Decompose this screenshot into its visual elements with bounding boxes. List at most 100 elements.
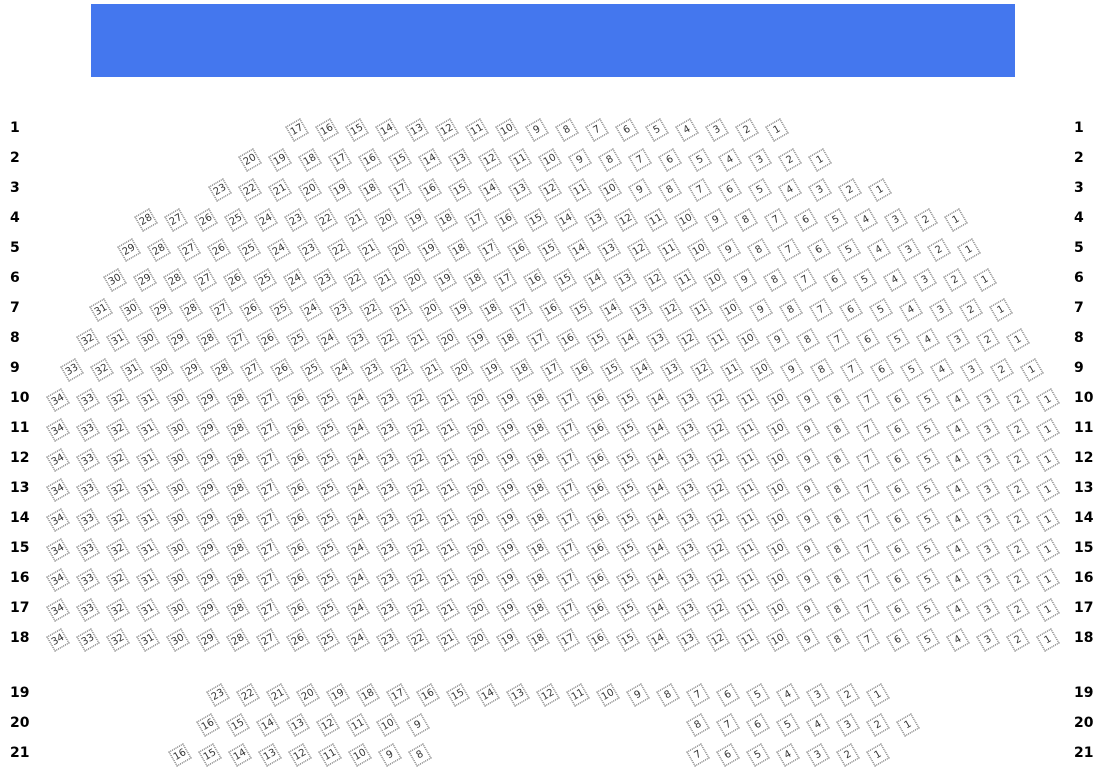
seat[interactable]: 20 (419, 298, 443, 322)
seat[interactable]: 11 (736, 538, 760, 562)
seat[interactable]: 16 (418, 178, 442, 202)
seat[interactable]: 30 (119, 298, 143, 322)
seat[interactable]: 34 (46, 628, 70, 652)
seat[interactable]: 13 (613, 268, 637, 292)
seat[interactable]: 16 (196, 713, 220, 737)
seat[interactable]: 5 (900, 358, 924, 382)
seat[interactable]: 8 (747, 238, 771, 262)
seat[interactable]: 15 (524, 208, 548, 232)
seat[interactable]: 12 (538, 178, 562, 202)
seat[interactable]: 8 (796, 328, 820, 352)
seat[interactable]: 28 (179, 298, 203, 322)
seat[interactable]: 13 (660, 358, 684, 382)
seat[interactable]: 5 (916, 418, 940, 442)
seat[interactable]: 31 (106, 328, 130, 352)
seat[interactable]: 25 (286, 328, 310, 352)
seat[interactable]: 18 (358, 178, 382, 202)
seat[interactable]: 16 (523, 268, 547, 292)
seat[interactable]: 30 (103, 268, 127, 292)
seat[interactable]: 8 (656, 683, 680, 707)
seat[interactable]: 6 (716, 683, 740, 707)
seat[interactable]: 19 (496, 478, 520, 502)
seat[interactable]: 22 (406, 478, 430, 502)
seat[interactable]: 30 (136, 328, 160, 352)
seat[interactable]: 32 (106, 568, 130, 592)
seat[interactable]: 11 (346, 713, 370, 737)
seat[interactable]: 20 (466, 508, 490, 532)
seat[interactable]: 24 (346, 508, 370, 532)
seat[interactable]: 5 (916, 598, 940, 622)
seat[interactable]: 10 (736, 328, 760, 352)
seat[interactable]: 3 (913, 268, 937, 292)
seat[interactable]: 12 (316, 713, 340, 737)
seat[interactable]: 10 (598, 178, 622, 202)
seat[interactable]: 5 (916, 448, 940, 472)
seat[interactable]: 17 (388, 178, 412, 202)
seat[interactable]: 23 (329, 298, 353, 322)
seat[interactable]: 18 (526, 448, 550, 472)
seat[interactable]: 29 (196, 508, 220, 532)
seat[interactable]: 2 (866, 713, 890, 737)
seat[interactable]: 10 (348, 743, 372, 767)
seat[interactable]: 11 (736, 568, 760, 592)
seat[interactable]: 22 (327, 238, 351, 262)
seat[interactable]: 18 (526, 508, 550, 532)
seat[interactable]: 16 (539, 298, 563, 322)
seat[interactable]: 34 (46, 478, 70, 502)
seat[interactable]: 21 (436, 598, 460, 622)
seat[interactable]: 4 (946, 448, 970, 472)
seat[interactable]: 4 (899, 298, 923, 322)
seat[interactable]: 14 (599, 298, 623, 322)
seat[interactable]: 29 (196, 538, 220, 562)
seat[interactable]: 14 (478, 178, 502, 202)
seat[interactable]: 8 (763, 268, 787, 292)
seat[interactable]: 10 (538, 148, 562, 172)
seat[interactable]: 15 (226, 713, 250, 737)
seat[interactable]: 29 (166, 328, 190, 352)
seat[interactable]: 1 (1036, 478, 1060, 502)
seat[interactable]: 27 (256, 568, 280, 592)
seat[interactable]: 23 (376, 508, 400, 532)
seat[interactable]: 27 (209, 298, 233, 322)
seat[interactable]: 9 (733, 268, 757, 292)
seat[interactable]: 25 (269, 298, 293, 322)
seat[interactable]: 23 (360, 358, 384, 382)
seat[interactable]: 10 (750, 358, 774, 382)
seat[interactable]: 14 (375, 118, 399, 142)
seat[interactable]: 12 (614, 208, 638, 232)
seat[interactable]: 16 (494, 208, 518, 232)
seat[interactable]: 29 (196, 418, 220, 442)
seat[interactable]: 25 (316, 388, 340, 412)
seat[interactable]: 20 (466, 478, 490, 502)
seat[interactable]: 18 (479, 298, 503, 322)
seat[interactable]: 8 (826, 478, 850, 502)
seat[interactable]: 18 (526, 568, 550, 592)
seat[interactable]: 32 (106, 388, 130, 412)
seat[interactable]: 21 (406, 328, 430, 352)
seat[interactable]: 3 (929, 298, 953, 322)
seat[interactable]: 28 (226, 568, 250, 592)
seat[interactable]: 14 (567, 238, 591, 262)
seat[interactable]: 24 (346, 598, 370, 622)
seat[interactable]: 1 (944, 208, 968, 232)
seat[interactable]: 17 (556, 598, 580, 622)
seat[interactable]: 11 (720, 358, 744, 382)
seat[interactable]: 20 (298, 178, 322, 202)
seat[interactable]: 29 (133, 268, 157, 292)
seat[interactable]: 29 (196, 628, 220, 652)
seat[interactable]: 4 (946, 418, 970, 442)
seat[interactable]: 11 (736, 598, 760, 622)
seat[interactable]: 17 (556, 388, 580, 412)
seat[interactable]: 14 (646, 448, 670, 472)
seat[interactable]: 18 (526, 478, 550, 502)
seat[interactable]: 25 (316, 448, 340, 472)
seat[interactable]: 20 (387, 238, 411, 262)
seat[interactable]: 15 (198, 743, 222, 767)
seat[interactable]: 8 (826, 598, 850, 622)
seat[interactable]: 28 (226, 388, 250, 412)
seat[interactable]: 7 (856, 508, 880, 532)
seat[interactable]: 22 (406, 448, 430, 472)
seat[interactable]: 25 (237, 238, 261, 262)
seat[interactable]: 2 (976, 328, 1000, 352)
seat[interactable]: 13 (676, 418, 700, 442)
